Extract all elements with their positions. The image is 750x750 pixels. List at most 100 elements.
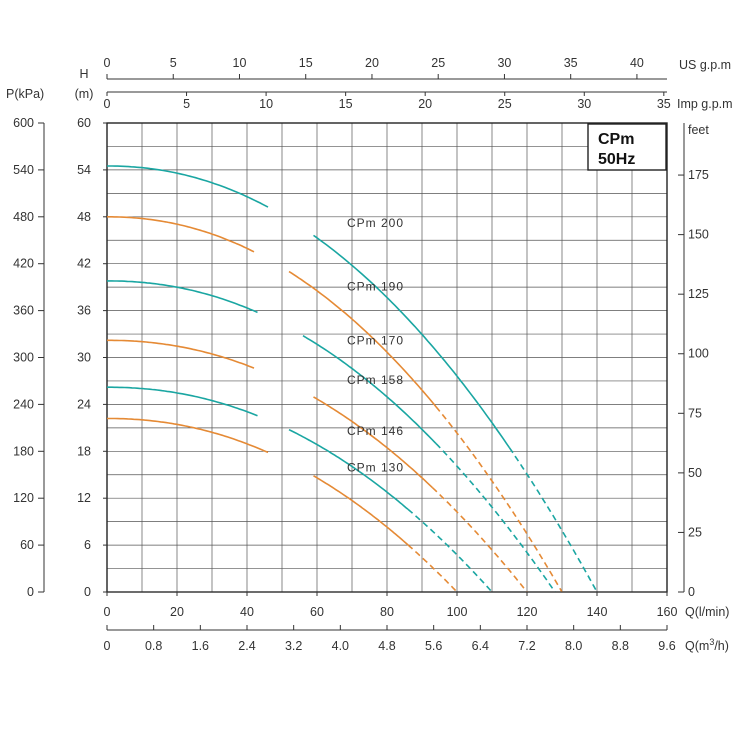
left-kpa-tick-label: 420 [13,257,34,271]
left-kpa-tick-label: 60 [20,538,34,552]
top-impgpm-tick-label: 35 [657,97,671,111]
curve-label-5: CPm 146 [347,424,404,438]
right-feet-tick-label: 25 [688,525,702,539]
left-h-tick-label: 36 [77,304,91,318]
bottom-m3h-tick-label: 5.6 [425,639,442,653]
curve-6-dashed-segment [407,544,458,593]
bottom-m3h-tick-label: 0 [104,639,111,653]
left-h-tick-label: 54 [77,163,91,177]
left-kpa-tick-label: 300 [13,351,34,365]
bottom-lmin-tick-label: 80 [380,605,394,619]
curve-3-dashed-segment [435,443,556,593]
top-impgpm-axis-label: Imp g.p.m [677,97,733,111]
right-feet-axis-label: feet [688,123,709,137]
badge-line-1: CPm [598,131,634,148]
left-kpa-tick-label: 360 [13,304,34,318]
bottom-lmin-tick-label: 20 [170,605,184,619]
left-kpa-tick-label: 0 [27,585,34,599]
bottom-lmin-tick-label: 160 [657,605,678,619]
left-h-tick-label: 18 [77,444,91,458]
bottom-m3h-tick-label: 8.8 [612,639,629,653]
curve-label-2: CPm 190 [347,279,404,293]
curve-4-dashed-segment [431,487,528,593]
left-h-tick-label: 6 [84,538,91,552]
curve-5-segment-a [107,386,258,417]
curve-4-segment-b [313,396,434,489]
right-feet-tick-label: 125 [688,287,709,301]
left-kpa-tick-label: 180 [13,444,34,458]
bottom-lmin-tick-label: 100 [447,605,468,619]
right-feet-tick-label: 175 [688,168,709,182]
bottom-m3h-tick-label: 4.0 [332,639,349,653]
top-usgpm-axis-label: US g.p.m [679,58,731,72]
left-h-tick-label: 48 [77,210,91,224]
curve-label-4: CPm 158 [347,373,404,387]
top-usgpm-tick-label: 30 [497,56,511,70]
performance-curves [107,165,598,593]
badge-box [587,123,667,171]
curve-label-1: CPm 200 [347,216,404,230]
bottom-m3h-tick-label: 4.8 [378,639,395,653]
top-impgpm-tick-label: 20 [418,97,432,111]
right-feet-tick-label: 150 [688,228,709,242]
curve-3-segment-b [302,335,437,445]
left-h-tick-label: 30 [77,351,91,365]
curve-2-segment-b [288,270,437,408]
bottom-m3h-tick-label: 1.6 [192,639,209,653]
badge-line-2: 50Hz [598,151,635,168]
bottom-m3h-tick-label: 3.2 [285,639,302,653]
left-kpa-tick-label: 540 [13,163,34,177]
left-kpa-tick-label: 600 [13,116,34,130]
top-usgpm-tick-label: 0 [104,56,111,70]
left-h-tick-label: 42 [77,257,91,271]
bottom-lmin-tick-label: 0 [104,605,111,619]
bottom-m3h-tick-label: 7.2 [518,639,535,653]
curve-2-segment-a [107,216,255,253]
left-h-axis-label: H [79,67,88,81]
top-usgpm-tick-label: 40 [630,56,644,70]
bottom-m3h-tick-label: 2.4 [238,639,255,653]
bottom-lmin-tick-label: 120 [517,605,538,619]
curve-1-segment-b [313,234,511,449]
bottom-m3h-tick-label: 8.0 [565,639,582,653]
curve-4-segment-a [107,339,255,369]
top-impgpm-tick-label: 0 [104,97,111,111]
bottom-lmin-axis-label: Q(l/min) [685,605,729,619]
bottom-m3h-tick-label: 9.6 [658,639,675,653]
grid [106,122,668,593]
axes [38,74,685,631]
top-impgpm-tick-label: 25 [498,97,512,111]
top-usgpm-tick-label: 10 [233,56,247,70]
left-h-tick-label: 0 [84,585,91,599]
curve-5-segment-b [288,428,409,510]
left-kpa-tick-label: 240 [13,397,34,411]
top-usgpm-tick-label: 25 [431,56,445,70]
bottom-m3h-axis-label: Q(m3/h) [685,637,729,653]
curve-6-segment-b [313,475,409,546]
bottom-lmin-tick-label: 140 [587,605,608,619]
top-impgpm-tick-label: 15 [339,97,353,111]
chart-badge: CPm 50Hz [587,123,667,171]
top-usgpm-tick-label: 15 [299,56,313,70]
bottom-lmin-tick-label: 60 [310,605,324,619]
left-h-axis-unit: (m) [75,87,94,101]
curve-1-dashed-segment [508,447,598,593]
curve-label-6: CPm 130 [347,461,404,475]
top-usgpm-tick-label: 5 [170,56,177,70]
left-kpa-tick-label: 120 [13,491,34,505]
right-feet-tick-label: 100 [688,347,709,361]
curve-label-3: CPm 170 [347,333,404,347]
bottom-m3h-tick-label: 6.4 [472,639,489,653]
top-impgpm-tick-label: 10 [259,97,273,111]
bottom-m3h-tick-label: 0.8 [145,639,162,653]
left-h-tick-label: 24 [77,397,91,411]
right-feet-tick-label: 75 [688,406,702,420]
top-impgpm-tick-label: 5 [183,97,190,111]
left-h-tick-label: 12 [77,491,91,505]
left-kpa-tick-label: 480 [13,210,34,224]
curve-6-segment-a [107,417,269,454]
top-usgpm-tick-label: 20 [365,56,379,70]
left-kpa-axis-label: P(kPa) [6,87,44,101]
